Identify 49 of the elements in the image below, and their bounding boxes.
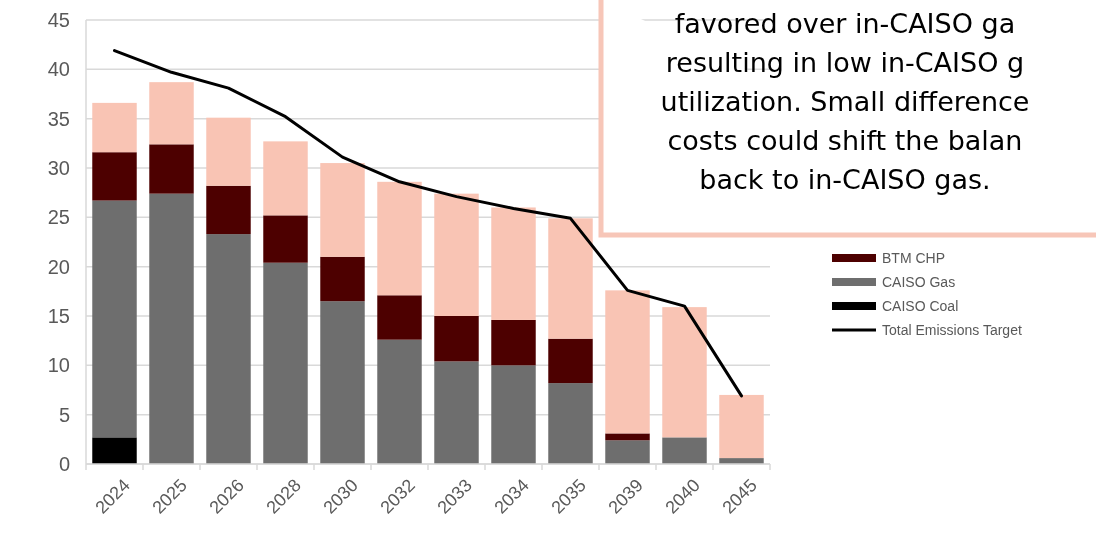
bar — [605, 290, 650, 434]
bar — [92, 200, 137, 438]
bar — [605, 440, 650, 464]
bar — [434, 316, 479, 362]
bar — [320, 163, 365, 257]
bar — [206, 234, 251, 464]
y-tick-label: 30 — [47, 157, 70, 179]
legend-label: CAISO Coal — [882, 297, 959, 314]
bar — [548, 338, 593, 384]
bar — [491, 207, 536, 320]
bar — [320, 301, 365, 464]
legend-label: CAISO Gas — [882, 273, 956, 290]
bar — [605, 433, 650, 441]
y-tick-label: 15 — [47, 305, 70, 327]
bar — [491, 365, 536, 464]
bar — [491, 319, 536, 366]
bar — [206, 185, 251, 235]
bar — [377, 339, 422, 464]
bar — [149, 144, 194, 194]
bar — [92, 437, 137, 464]
y-tick-label: 45 — [47, 9, 70, 31]
annotation: favored over in-CAISO ga resulting in low in-CAISO g utilization. Small difference costs could shift the balan back to in-CAISO gas. — [660, 8, 1030, 196]
bar — [434, 361, 479, 464]
bar — [149, 193, 194, 464]
bar — [92, 102, 137, 153]
bar — [149, 82, 194, 145]
bar — [434, 193, 479, 316]
bar — [719, 394, 764, 459]
y-tick-label: 25 — [47, 206, 70, 229]
bar — [206, 117, 251, 186]
y-tick-label: 5 — [58, 403, 70, 426]
bar — [263, 262, 308, 464]
bar — [92, 152, 137, 201]
y-tick-label: 40 — [47, 58, 70, 81]
y-tick-label: 35 — [47, 107, 70, 130]
bar — [263, 141, 308, 216]
bar — [548, 218, 593, 339]
y-tick-label: 20 — [47, 255, 70, 278]
y-tick-label: 10 — [47, 354, 70, 377]
bar — [377, 295, 422, 340]
bar — [377, 181, 422, 296]
legend-label: Total Emissions Target — [882, 321, 1022, 338]
bar — [320, 256, 365, 302]
y-tick-label: 0 — [58, 453, 70, 475]
bar — [548, 383, 593, 464]
bar — [662, 307, 707, 438]
bar — [263, 215, 308, 263]
legend-label: BTM CHP — [882, 249, 945, 266]
bar — [662, 437, 707, 464]
